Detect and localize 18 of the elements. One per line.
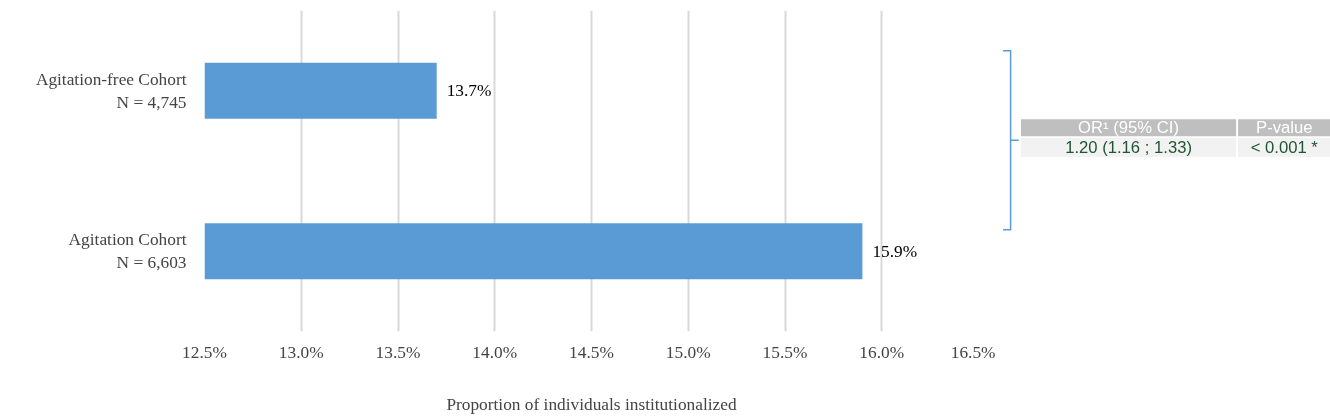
x-tick-label: 15.0% (665, 342, 711, 362)
x-tick-label: 16.5% (950, 342, 996, 362)
x-tick-label: 13.0% (278, 342, 324, 362)
text: 1.20 (1.16 ; 1.33) (1065, 137, 1192, 157)
x-tick-label: 12.5% (182, 342, 227, 362)
x-tick-label: 15.5% (762, 342, 808, 362)
x-tick-label: 14.5% (569, 342, 614, 362)
data-label: 13.7% (446, 81, 492, 101)
text: < 0.001 * (1250, 137, 1319, 157)
text: OR¹ (95% CI) (1078, 118, 1179, 138)
y-tick-label: Agitation-free Cohort N = 4,745 (35, 69, 187, 112)
text: P-value (1256, 118, 1313, 138)
data-label: 15.9% (872, 241, 918, 261)
y-tick-label: Agitation Cohort N = 6,603 (68, 230, 187, 273)
x-axis-title: Proportion of individuals institutionalized (446, 394, 737, 414)
x-tick-label: 13.5% (375, 342, 421, 362)
x-tick-label: 16.0% (859, 342, 905, 362)
x-tick-label: 14.0% (472, 342, 518, 362)
